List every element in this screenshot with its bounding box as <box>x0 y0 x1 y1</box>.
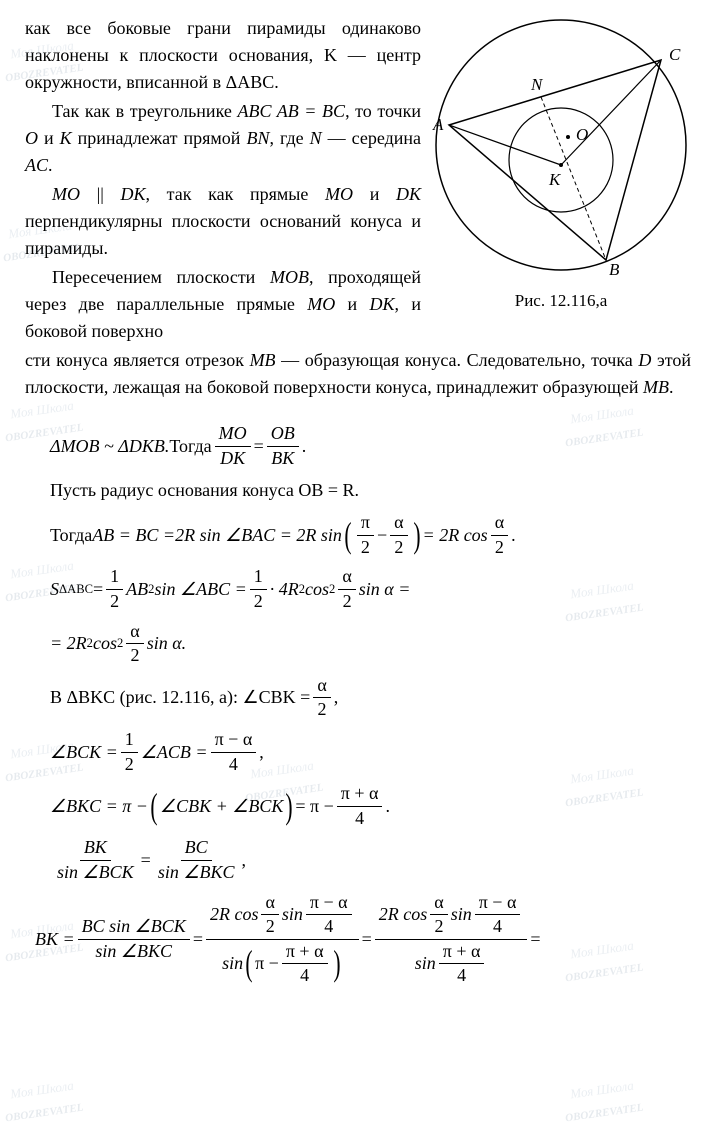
svg-text:O: O <box>576 125 588 144</box>
watermark: OBOZREVATEL <box>4 1100 84 1127</box>
eq-angle-bck: ∠BCK = 12 ∠ACB = π − α4 , <box>50 729 691 775</box>
eq-angle-cbk: В ΔBKC (рис. 12.116, а): ∠CBK = α2 , <box>50 675 691 721</box>
eq-similarity: ΔMOB ~ ΔDKB. Тогда MODK = OBBK . <box>50 423 691 469</box>
watermark: Моя Школа <box>9 1076 75 1104</box>
page-content: A C B N O K Рис. 12.116,а как все боковы… <box>0 0 716 1015</box>
watermark: Моя Школа <box>569 1076 635 1104</box>
svg-text:N: N <box>530 75 544 94</box>
svg-text:B: B <box>609 260 620 275</box>
eq-radius: Пусть радиус основания конуса OB = R. <box>50 477 691 504</box>
p1-text: как все боковые грани пирамиды оди­наков… <box>25 18 421 92</box>
eq-area-2: = 2R2 cos2 α2 sin α. <box>50 621 691 667</box>
eq-bk-final: BK = BC sin ∠BCK sin ∠BKC = 2R cos α2 si… <box>35 892 691 987</box>
eq-angle-bkc: ∠BKC = π − ( ∠CBK + ∠BCK ) = π − π + α4 … <box>50 783 691 829</box>
watermark: OBOZREVATEL <box>564 1100 644 1127</box>
eq-area-1: SΔABC = 12 AB2 sin ∠ABC = 12 · 4R2 cos2 … <box>50 566 691 612</box>
paragraph-4b: сти конуса является отрезок MB — образую… <box>25 347 691 401</box>
svg-text:C: C <box>669 45 681 64</box>
geometry-figure: A C B N O K <box>431 15 691 275</box>
eq-ab-bc: Тогда AB = BC = 2R sin ∠BAC = 2R sin ( π… <box>50 512 691 558</box>
svg-text:K: K <box>548 170 562 189</box>
svg-text:A: A <box>432 115 444 134</box>
figure-block: A C B N O K Рис. 12.116,а <box>431 15 691 314</box>
eq-sine-rule: BKsin ∠BCK = BCsin ∠BKC , <box>50 837 691 883</box>
figure-caption: Рис. 12.116,а <box>431 288 691 314</box>
